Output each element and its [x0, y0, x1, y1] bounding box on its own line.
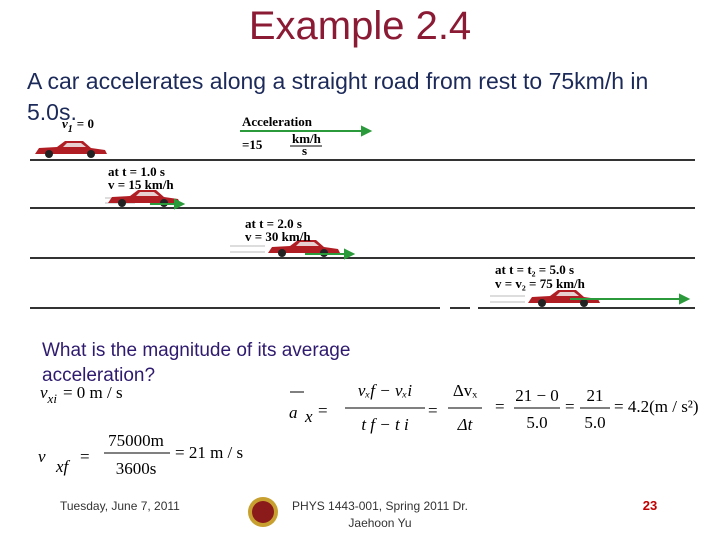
unit-denominator: s — [302, 143, 307, 158]
frame-velocity: v = 30 km/h — [245, 229, 311, 244]
logo-center — [252, 501, 274, 523]
numerator: 75000m — [108, 431, 164, 450]
equals: = — [565, 397, 575, 416]
equals: = — [428, 401, 438, 420]
acceleration-value: =15 — [242, 137, 263, 152]
arrow-head — [361, 125, 373, 137]
subscript: x — [304, 407, 313, 426]
car-wheel — [538, 299, 546, 307]
arrow-head — [679, 293, 691, 305]
subscript: xi — [47, 391, 58, 406]
symbol: a — [289, 403, 298, 422]
subscript: xf — [55, 457, 71, 476]
unit-numerator: km/h — [292, 131, 322, 146]
cars — [35, 141, 600, 307]
footer-date: Tuesday, June 7, 2011 — [60, 499, 180, 513]
numerator: 21 — [587, 386, 604, 405]
denominator: 5.0 — [526, 413, 547, 432]
question-text: What is the magnitude of its average acc… — [42, 340, 351, 386]
acceleration-label: Acceleration — [242, 114, 313, 129]
numerator: vₓf − vₓi — [358, 381, 412, 400]
slide-title: Example 2.4 — [248, 4, 472, 48]
problem-text: A car accelerates along a straight road … — [27, 68, 649, 125]
page-number: 23 — [642, 498, 658, 513]
symbol: v — [38, 447, 46, 466]
symbol: v — [62, 116, 68, 131]
frame-time: at t = 2.0 s — [245, 216, 302, 231]
car — [35, 141, 107, 158]
denominator: Δt — [457, 415, 474, 434]
frame-velocity: v = v₂ = 75 km/h — [495, 276, 586, 291]
rhs: = 0 m / s — [63, 383, 123, 402]
car — [108, 190, 180, 207]
rhs: = 0 — [77, 116, 94, 131]
roads — [30, 159, 695, 309]
denominator: 3600s — [116, 459, 157, 478]
denominator: 5.0 — [584, 413, 605, 432]
symbol: v — [40, 383, 48, 402]
logo — [248, 497, 278, 527]
equals: = — [318, 401, 328, 420]
equation-vxi: vxi = 0 m / s — [40, 383, 123, 406]
car-window — [296, 242, 319, 246]
arrows — [150, 125, 691, 305]
rhs: = 21 m / s — [175, 443, 243, 462]
frame-velocity: v = 15 km/h — [108, 177, 174, 192]
car-wheel — [118, 199, 126, 207]
numerator: Δvₓ — [453, 381, 477, 400]
arrow-head — [344, 248, 356, 260]
subscript: 1 — [68, 124, 73, 135]
denominator: t f − t i — [361, 415, 409, 434]
car-wheel — [278, 249, 286, 257]
equals: = — [495, 397, 505, 416]
car-wheel — [87, 150, 95, 158]
car-wheel — [45, 150, 53, 158]
car-wheel — [580, 299, 588, 307]
rhs: = 4.2(m / s²) — [614, 397, 699, 416]
car-window — [556, 292, 579, 296]
arrow-head — [174, 198, 186, 210]
frame-time: at t = t₂ = 5.0 s — [495, 262, 574, 277]
car-window — [136, 192, 159, 196]
car-window — [63, 143, 86, 147]
footer-course: PHYS 1443-001, Spring 2011 Dr. Jaehoon Y… — [292, 499, 468, 530]
initial-label: v1 = 0 — [62, 116, 94, 135]
numerator: 21 − 0 — [515, 386, 559, 405]
frame-time: at t = 1.0 s — [108, 164, 165, 179]
equals: = — [80, 447, 90, 466]
